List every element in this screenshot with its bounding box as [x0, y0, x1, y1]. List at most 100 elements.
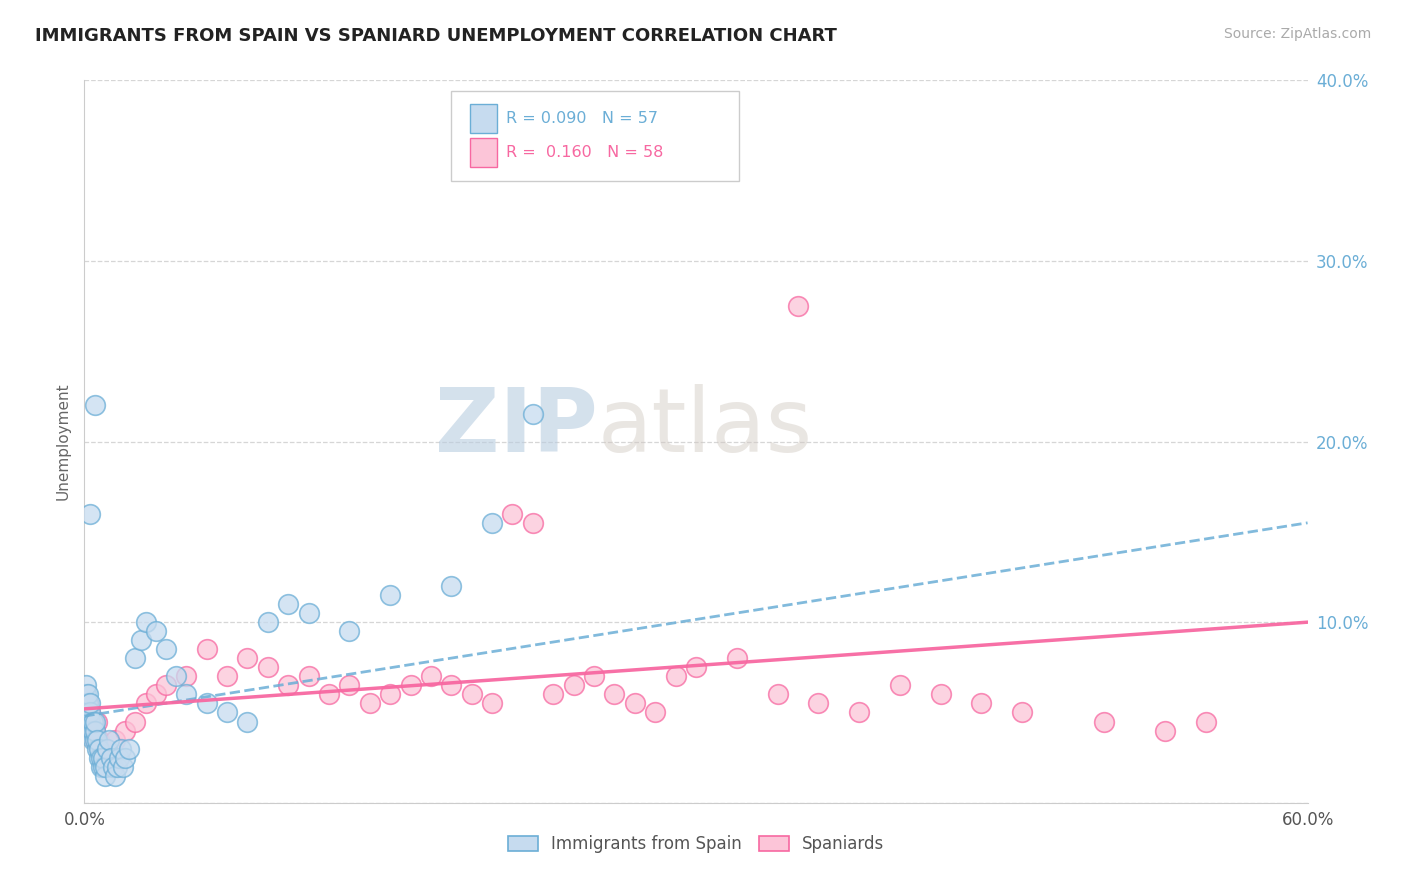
Point [93, 769, 115, 783]
Point [108, 750, 131, 764]
Point [562, 678, 585, 692]
Point [75, 697, 97, 711]
Point [929, 687, 952, 701]
Point [970, 697, 993, 711]
Point [77, 714, 100, 729]
Point [420, 669, 443, 683]
Point [481, 516, 503, 530]
Point [114, 723, 136, 738]
Point [174, 687, 197, 701]
Point [86, 741, 108, 756]
Point [79, 706, 101, 720]
Point [93, 741, 115, 756]
Point [339, 624, 361, 639]
Point [75, 706, 97, 720]
Point [685, 660, 707, 674]
Point [135, 697, 157, 711]
Point [359, 697, 381, 711]
Point [79, 723, 101, 738]
Point [104, 732, 127, 747]
Point [440, 579, 463, 593]
Point [79, 706, 101, 720]
Point [807, 697, 830, 711]
Bar [470, 104, 496, 133]
Text: R =  0.160   N = 58: R = 0.160 N = 58 [506, 145, 664, 160]
FancyBboxPatch shape [451, 91, 738, 181]
Point [86, 732, 108, 747]
Point [155, 678, 177, 692]
Point [91, 760, 114, 774]
Point [848, 706, 870, 720]
Point [522, 408, 544, 422]
Point [83, 714, 105, 729]
Point [155, 642, 177, 657]
Text: Source: ZipAtlas.com: Source: ZipAtlas.com [1223, 27, 1371, 41]
Point [75, 687, 97, 701]
Point [75, 706, 97, 720]
Point [90, 750, 112, 764]
Point [583, 669, 606, 683]
Point [236, 651, 259, 665]
Point [110, 741, 132, 756]
Point [82, 714, 104, 729]
Point [481, 697, 503, 711]
Point [502, 507, 524, 521]
Point [83, 732, 105, 747]
Point [217, 669, 239, 683]
Point [91, 750, 114, 764]
Point [83, 398, 105, 412]
Point [135, 615, 157, 630]
Point [766, 687, 789, 701]
Point [83, 723, 105, 738]
Point [195, 697, 218, 711]
Point [603, 687, 626, 701]
Point [787, 299, 810, 313]
Point [1092, 714, 1115, 729]
Point [77, 697, 100, 711]
Text: ZIP: ZIP [436, 384, 598, 471]
Point [298, 669, 321, 683]
Point [195, 642, 218, 657]
Point [1154, 723, 1177, 738]
Point [87, 732, 110, 747]
Point [82, 723, 104, 738]
Y-axis label: Unemployment: Unemployment [55, 383, 70, 500]
Point [440, 678, 463, 692]
Point [124, 651, 146, 665]
Point [83, 723, 105, 738]
Point [236, 714, 259, 729]
Point [543, 687, 565, 701]
Point [114, 750, 136, 764]
Point [87, 750, 110, 764]
Point [75, 697, 97, 711]
Point [380, 588, 402, 602]
Text: atlas: atlas [598, 384, 813, 471]
Point [399, 678, 422, 692]
Point [100, 750, 122, 764]
Point [112, 760, 135, 774]
Point [82, 732, 104, 747]
Point [522, 516, 544, 530]
Point [77, 687, 100, 701]
Point [665, 669, 688, 683]
Point [131, 633, 153, 648]
Point [90, 760, 112, 774]
Point [725, 651, 748, 665]
Point [79, 697, 101, 711]
Point [91, 750, 114, 764]
Point [318, 687, 340, 701]
Text: R = 0.090   N = 57: R = 0.090 N = 57 [506, 112, 658, 126]
Point [104, 769, 127, 783]
Point [118, 741, 141, 756]
Point [93, 760, 115, 774]
Point [83, 732, 105, 747]
Point [644, 706, 666, 720]
Point [1011, 706, 1033, 720]
Point [75, 678, 97, 692]
Point [101, 760, 124, 774]
Point [82, 714, 104, 729]
Point [96, 741, 118, 756]
Point [87, 741, 110, 756]
Point [257, 615, 280, 630]
Legend: Immigrants from Spain, Spaniards: Immigrants from Spain, Spaniards [501, 828, 891, 860]
